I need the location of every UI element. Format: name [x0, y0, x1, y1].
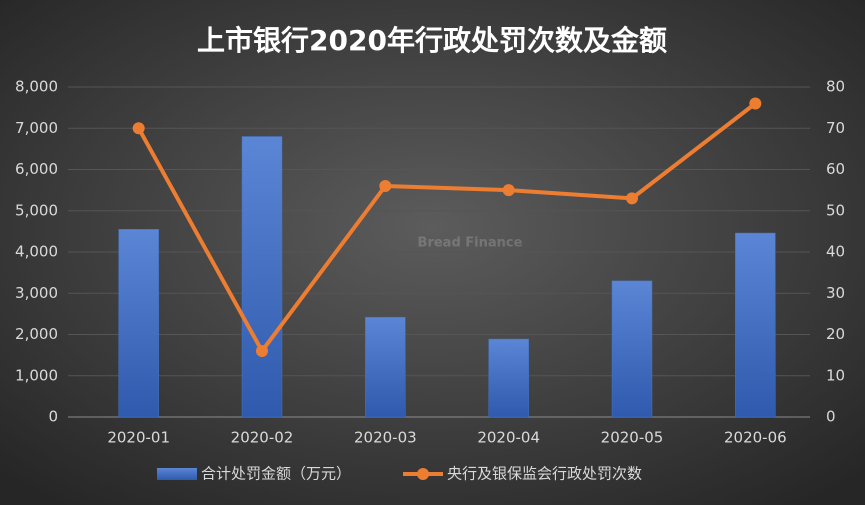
legend-swatch [417, 468, 430, 480]
bar [118, 229, 159, 418]
x-tick-label: 2020-04 [477, 429, 540, 447]
line-marker [749, 97, 762, 110]
line-marker [256, 345, 268, 357]
y2-tick-label: 30 [826, 284, 845, 302]
watermark: Bread Finance [418, 236, 523, 251]
legend-swatch [157, 468, 197, 480]
line-marker [132, 122, 145, 135]
y-tick-label: 6,000 [15, 160, 58, 178]
y-tick-label: 7,000 [15, 119, 58, 137]
line-marker [502, 184, 515, 197]
y-tick-label: 1,000 [15, 366, 58, 384]
y-tick-label: 8,000 [15, 78, 58, 96]
y2-tick-label: 60 [826, 160, 845, 178]
x-tick-label: 2020-05 [601, 429, 664, 447]
line [136, 101, 757, 353]
y-tick-label: 4,000 [15, 243, 58, 261]
bar [611, 280, 653, 418]
line-marker [379, 180, 392, 192]
chart-title: 上市银行2020年行政处罚次数及金额 [197, 24, 667, 57]
y2-tick-label: 20 [826, 325, 845, 343]
y-tick-label: 5,000 [15, 201, 58, 219]
line-marker [626, 192, 638, 205]
x-tick-label: 2020-01 [107, 429, 170, 447]
y-tick-label: 0 [48, 408, 58, 426]
y2-tick-label: 0 [826, 408, 836, 426]
y2-tick-label: 80 [826, 78, 845, 96]
bar [488, 338, 529, 418]
y2-tick-label: 70 [826, 119, 845, 137]
bar [365, 316, 406, 418]
y-tick-label: 2,000 [15, 325, 58, 343]
y2-tick-label: 10 [826, 366, 845, 384]
x-tick-label: 2020-03 [354, 429, 417, 447]
y-tick-label: 3,000 [15, 284, 58, 302]
bar [735, 232, 776, 418]
y2-tick-label: 50 [826, 201, 845, 219]
y2-tick-label: 40 [826, 243, 845, 261]
legend-label: 央行及银保监会行政处罚次数 [447, 465, 642, 483]
legend-label: 合计处罚金额（万元） [201, 465, 351, 483]
x-tick-label: 2020-02 [231, 429, 294, 447]
bar [241, 136, 283, 418]
x-tick-label: 2020-06 [724, 429, 787, 447]
